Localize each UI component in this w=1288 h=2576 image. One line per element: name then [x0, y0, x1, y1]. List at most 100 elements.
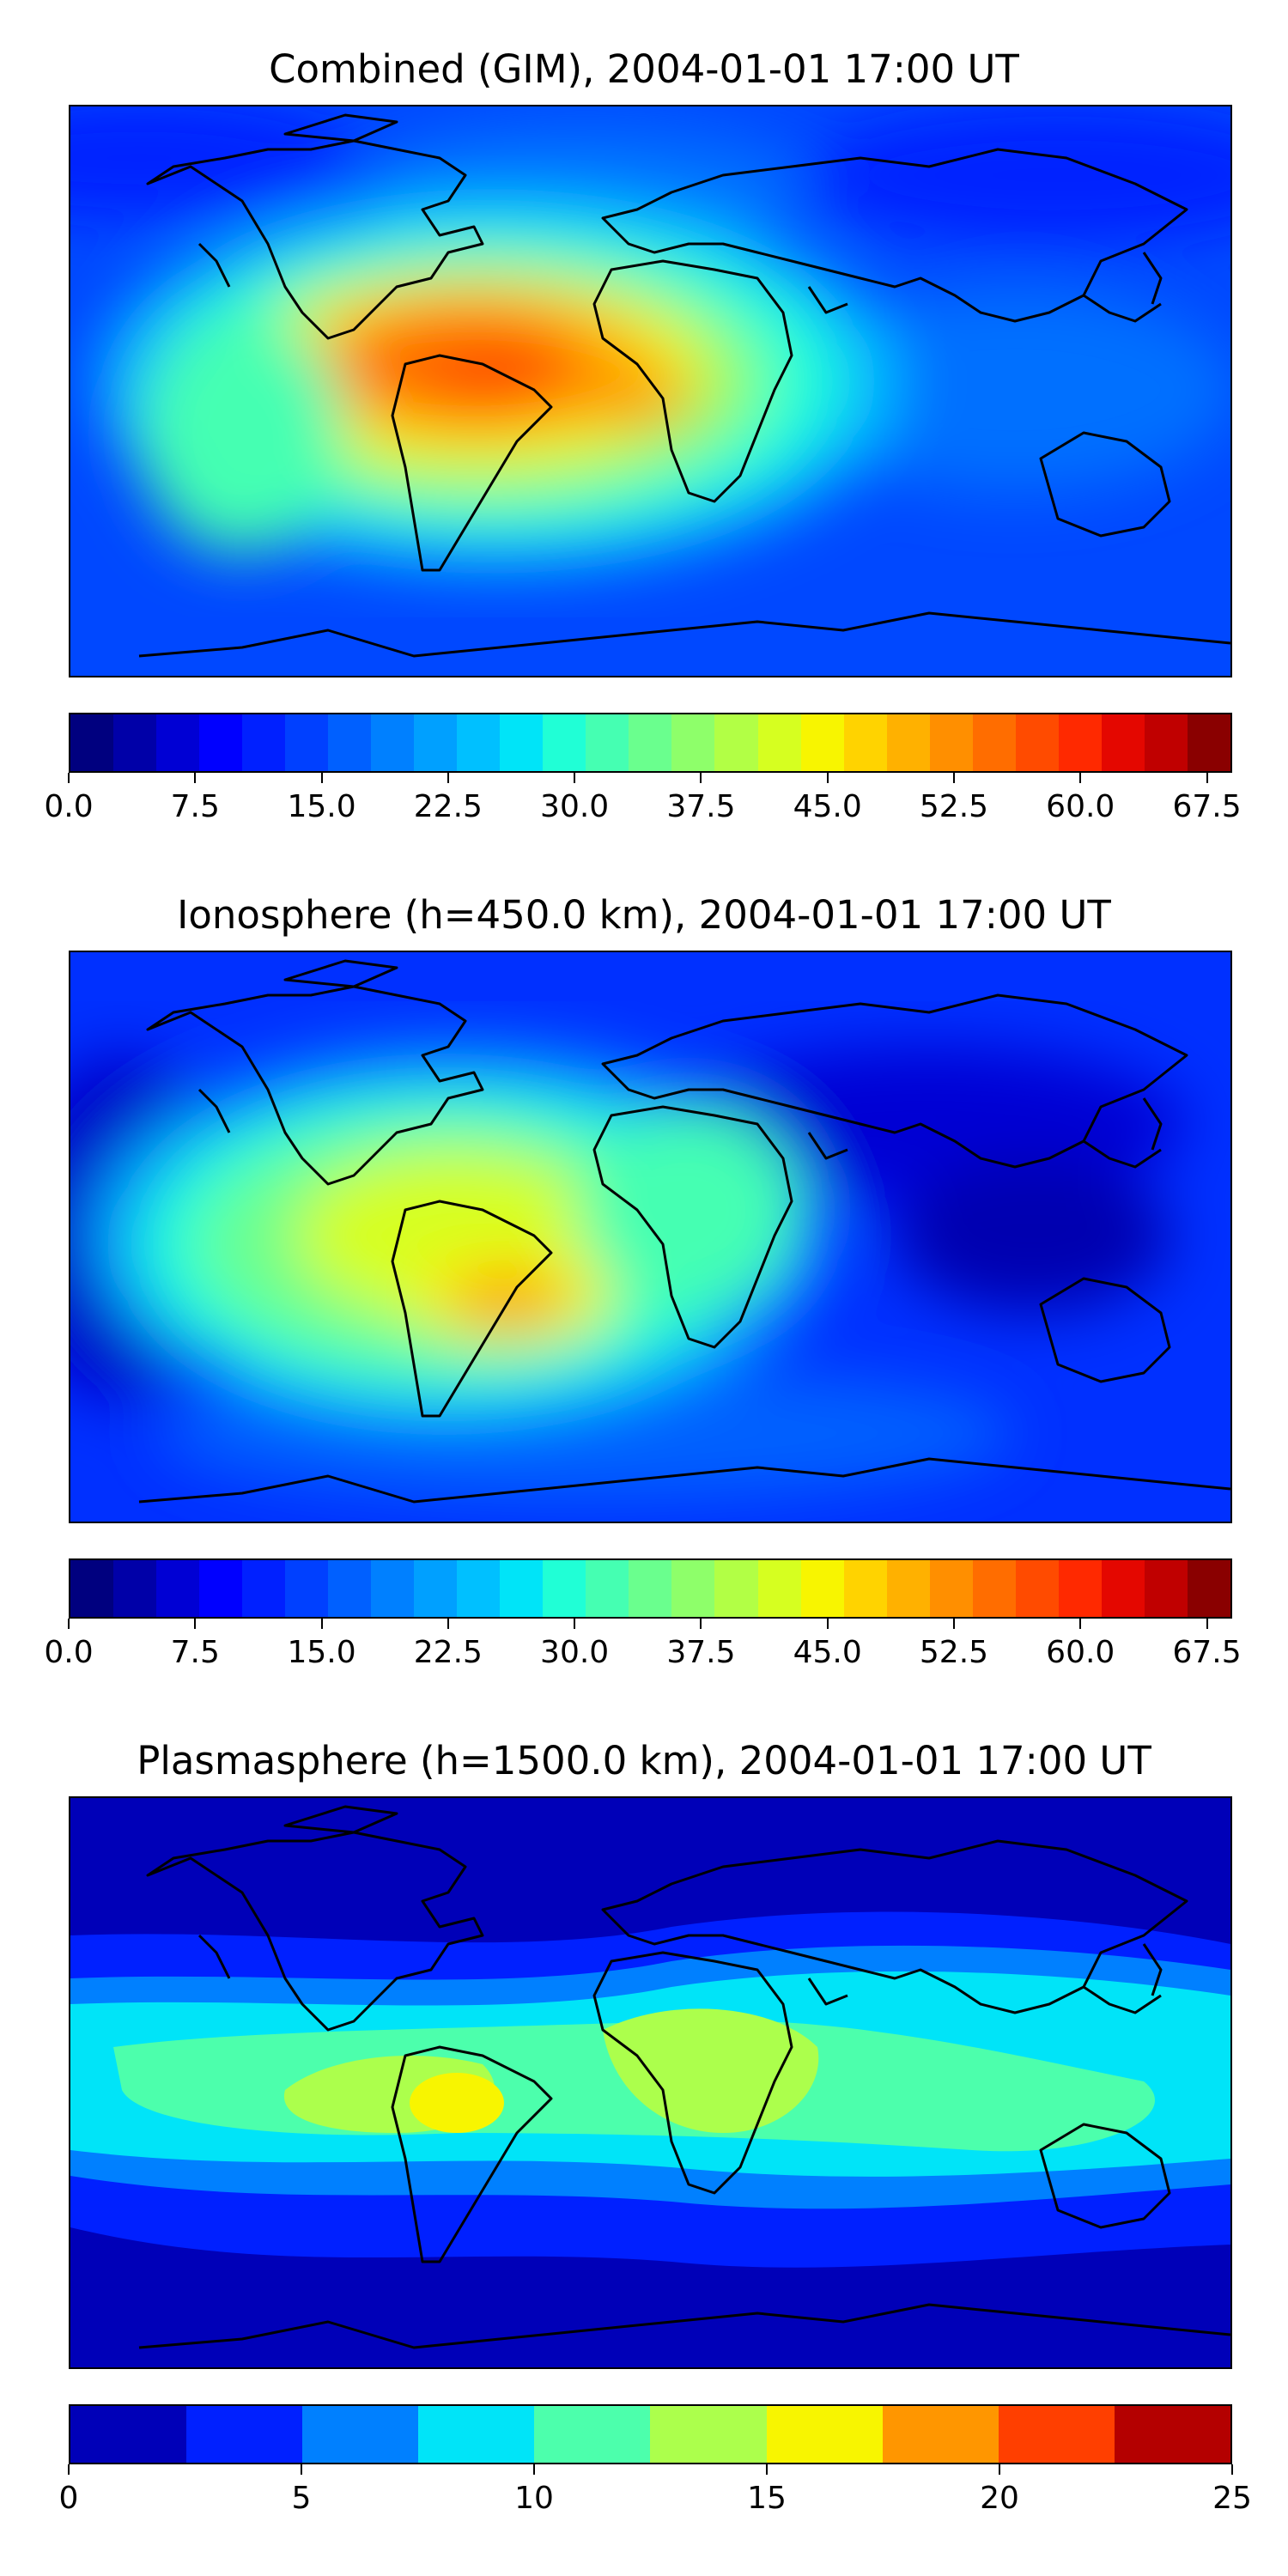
colorbar-tick: [999, 2464, 1000, 2475]
colorbar-segment: [285, 714, 329, 771]
panel-title-plasmasphere: Plasmasphere (h=1500.0 km), 2004-01-01 1…: [137, 1738, 1151, 1783]
panel-title-combined: Combined (GIM), 2004-01-01 17:00 UT: [269, 46, 1019, 92]
colorbar-tick: [68, 1619, 70, 1629]
colorbar-tick-label: 67.5: [1172, 1635, 1242, 1670]
colorbar-segment: [929, 1560, 973, 1617]
colorbar-segment: [414, 1560, 458, 1617]
map-ionosphere: [69, 951, 1232, 1523]
colorbar-tick: [1206, 773, 1208, 783]
colorbar-segment: [543, 1560, 586, 1617]
colorbar-tick-label: 15.0: [287, 1635, 356, 1670]
colorbar-segment: [113, 714, 157, 771]
colorbar-segment: [800, 714, 844, 771]
colorbar-segment: [328, 1560, 372, 1617]
colorbar-tick-label: 37.5: [666, 1635, 736, 1670]
colorbar-tick-label: 0.0: [44, 1635, 94, 1670]
colorbar-tick: [1079, 773, 1082, 783]
colorbar-tick-label: 45.0: [793, 789, 862, 824]
colorbar-segment: [800, 1560, 844, 1617]
colorbar-segment: [714, 714, 758, 771]
colorbar-segment: [757, 1560, 801, 1617]
colorbar-tick: [533, 2464, 535, 2475]
colorbar-ticks-plasmasphere: 0 5 10 15 20 25: [59, 2464, 1252, 2516]
colorbar-tick: [301, 2464, 302, 2475]
colorbar-segment: [586, 1560, 629, 1617]
colorbar-segment: [543, 714, 586, 771]
colorbar-segment: [371, 714, 415, 771]
colorbar-segment: [371, 1560, 415, 1617]
colorbar-plasmasphere: [69, 2404, 1232, 2464]
colorbar-tick: [700, 773, 702, 783]
colorbar-tick-label: 20: [980, 2481, 1019, 2516]
colorbar-segment: [328, 714, 372, 771]
colorbar-tick-label: 7.5: [170, 1635, 220, 1670]
colorbar-ticks-combined: 0.0 7.5 15.0 22.5 30.0 37.5 45.0 52.5 60.0 67.5: [44, 773, 1242, 824]
colorbar-segment: [1058, 1560, 1102, 1617]
colorbar-tick-label: 5: [291, 2481, 312, 2516]
colorbar-segment: [70, 2406, 187, 2463]
colorbar-tick-label: 25: [1212, 2481, 1252, 2516]
colorbar-tick: [194, 773, 197, 783]
colorbar-segment: [199, 1560, 243, 1617]
colorbar-tick-label: 22.5: [413, 1635, 483, 1670]
colorbar-tick: [1079, 1619, 1082, 1629]
colorbar-segment: [650, 2406, 767, 2463]
colorbar-tick: [447, 1619, 449, 1629]
colorbar-ticks-ionosphere: 0.0 7.5 15.0 22.5 30.0 37.5 45.0 52.5 60.0 67.5: [44, 1619, 1242, 1670]
colorbar-segment: [302, 2406, 419, 2463]
colorbar-segment: [886, 714, 930, 771]
colorbar-segment: [671, 714, 715, 771]
colorbar-segment: [757, 714, 801, 771]
colorbar-tick: [826, 1619, 829, 1629]
colorbar-segment: [70, 1560, 114, 1617]
colorbar-segment: [186, 2406, 303, 2463]
colorbar-segment: [457, 1560, 501, 1617]
colorbar-segment: [242, 714, 286, 771]
colorbar-segment: [1187, 714, 1230, 771]
colorbar-tick: [952, 773, 955, 783]
colorbar-segment: [1114, 2406, 1230, 2463]
map-combined: [69, 105, 1232, 677]
colorbar-segment: [414, 714, 458, 771]
colorbar-segment: [199, 714, 243, 771]
colorbar-segment: [1058, 714, 1102, 771]
colorbar-tick: [574, 1619, 576, 1629]
colorbar-segment: [156, 714, 200, 771]
colorbar-segment: [70, 714, 114, 771]
colorbar-segment: [500, 714, 544, 771]
colorbar-tick-label: 30.0: [540, 789, 610, 824]
colorbar-tick: [68, 2464, 70, 2475]
colorbar-tick: [766, 2464, 768, 2475]
colorbar-tick-label: 10: [514, 2481, 554, 2516]
colorbar-segment: [929, 714, 973, 771]
colorbar-segment: [972, 714, 1016, 771]
colorbar-tick-label: 22.5: [413, 789, 483, 824]
colorbar-segment: [534, 2406, 651, 2463]
colorbar-tick-label: 7.5: [170, 789, 220, 824]
colorbar-tick-label: 52.5: [919, 789, 989, 824]
map-plasmasphere: [69, 1796, 1232, 2369]
colorbar-tick: [320, 1619, 323, 1629]
colorbar-tick-label: 60.0: [1046, 789, 1115, 824]
colorbar-segment: [629, 1560, 672, 1617]
colorbar-segment: [998, 2406, 1115, 2463]
colorbar-tick: [700, 1619, 702, 1629]
colorbar-segment: [714, 1560, 758, 1617]
colorbar-segment: [113, 1560, 157, 1617]
panel-title-ionosphere: Ionosphere (h=450.0 km), 2004-01-01 17:0…: [177, 892, 1111, 938]
colorbar-combined: [69, 713, 1232, 773]
colorbar-segment: [500, 1560, 544, 1617]
colorbar-segment: [156, 1560, 200, 1617]
colorbar-segment: [843, 1560, 887, 1617]
colorbar-segment: [1101, 714, 1145, 771]
colorbar-segment: [1101, 1560, 1145, 1617]
colorbar-tick: [826, 773, 829, 783]
colorbar-segment: [886, 1560, 930, 1617]
colorbar-ionosphere: [69, 1558, 1232, 1619]
colorbar-tick: [447, 773, 449, 783]
colorbar-tick-label: 37.5: [666, 789, 736, 824]
colorbar-segment: [671, 1560, 715, 1617]
colorbar-segment: [1015, 714, 1059, 771]
colorbar-tick-label: 30.0: [540, 1635, 610, 1670]
colorbar-segment: [586, 714, 629, 771]
